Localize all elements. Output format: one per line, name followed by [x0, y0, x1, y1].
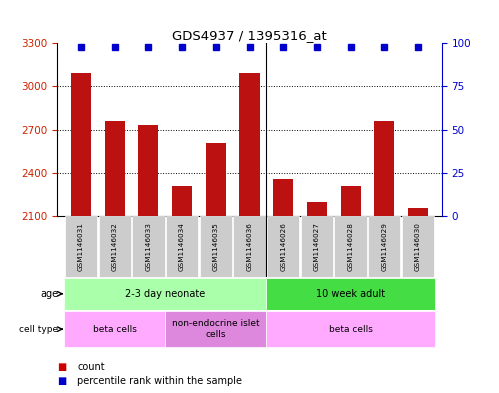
Text: age: age	[40, 289, 58, 299]
Bar	[98, 216, 131, 277]
Text: GSM1146029: GSM1146029	[381, 222, 387, 271]
Bar	[334, 216, 367, 277]
Bar	[234, 216, 265, 277]
Bar	[165, 311, 266, 347]
Text: non-endocrine islet
cells: non-endocrine islet cells	[172, 320, 259, 339]
Text: GSM1146035: GSM1146035	[213, 222, 219, 271]
Bar	[132, 216, 165, 277]
Text: cell type: cell type	[19, 325, 58, 334]
Bar	[71, 73, 91, 216]
Text: beta cells: beta cells	[93, 325, 137, 334]
Text: GSM1146032: GSM1146032	[112, 222, 118, 271]
Bar	[273, 179, 293, 216]
Bar	[200, 216, 232, 277]
Bar	[105, 121, 125, 216]
Text: count: count	[77, 362, 105, 373]
Bar	[64, 278, 266, 310]
Text: 2-3 day neonate: 2-3 day neonate	[125, 289, 206, 299]
Bar	[64, 311, 165, 347]
Text: percentile rank within the sample: percentile rank within the sample	[77, 376, 243, 386]
Text: GSM1146030: GSM1146030	[415, 222, 421, 271]
Bar	[408, 208, 428, 216]
Bar	[266, 278, 435, 310]
Bar	[374, 121, 394, 216]
Text: GSM1146027: GSM1146027	[314, 222, 320, 271]
Bar	[340, 186, 361, 216]
Bar	[267, 216, 299, 277]
Text: ■: ■	[57, 362, 67, 373]
Bar	[206, 143, 226, 216]
Bar	[266, 311, 435, 347]
Text: GSM1146033: GSM1146033	[145, 222, 151, 271]
Title: GDS4937 / 1395316_at: GDS4937 / 1395316_at	[172, 29, 327, 42]
Text: beta cells: beta cells	[329, 325, 373, 334]
Bar	[301, 216, 333, 277]
Text: GSM1146034: GSM1146034	[179, 222, 185, 271]
Text: ■: ■	[57, 376, 67, 386]
Text: GSM1146031: GSM1146031	[78, 222, 84, 271]
Bar	[307, 202, 327, 216]
Bar	[166, 216, 198, 277]
Bar	[65, 216, 97, 277]
Text: 10 week adult: 10 week adult	[316, 289, 385, 299]
Bar	[138, 125, 159, 216]
Text: GSM1146036: GSM1146036	[247, 222, 252, 271]
Text: GSM1146026: GSM1146026	[280, 222, 286, 271]
Bar	[240, 73, 259, 216]
Bar	[402, 216, 434, 277]
Bar	[368, 216, 401, 277]
Text: GSM1146028: GSM1146028	[348, 222, 354, 271]
Bar	[172, 186, 192, 216]
